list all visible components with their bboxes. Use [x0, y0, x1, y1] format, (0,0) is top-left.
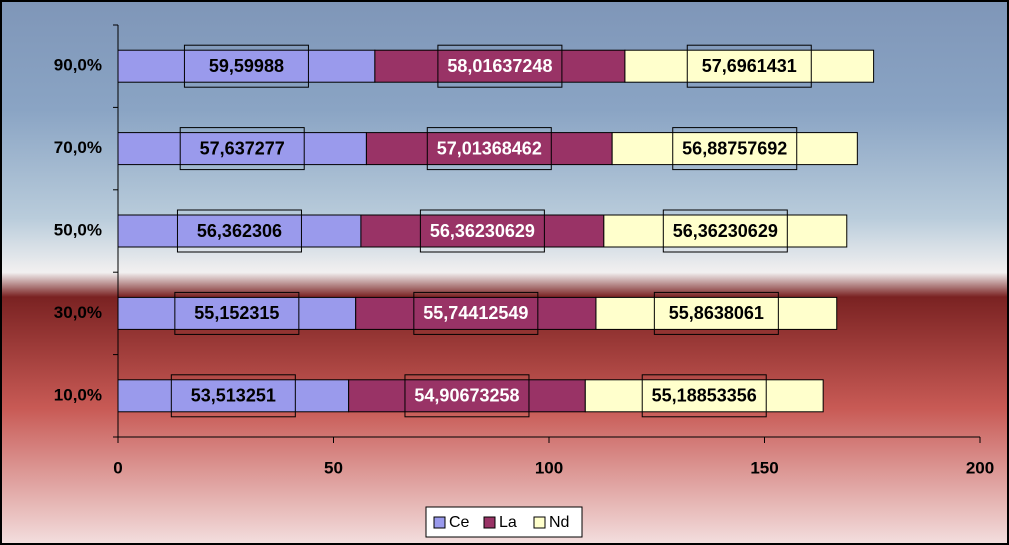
bar-segment [611, 132, 858, 166]
data-label-box [183, 44, 309, 88]
y-tick-label: 10,0% [54, 385, 102, 404]
bar-segment [355, 296, 597, 330]
bar-segment [348, 379, 586, 413]
data-label: 55,18853356 [652, 386, 757, 406]
data-label: 55,8638061 [669, 303, 764, 323]
x-tick-label: 100 [535, 458, 563, 477]
x-tick-label: 50 [324, 458, 343, 477]
data-label: 57,637277 [200, 138, 285, 158]
data-label-box [686, 44, 812, 88]
legend-label: La [499, 514, 517, 531]
x-tick-label: 0 [113, 458, 122, 477]
data-label: 56,36230629 [673, 221, 778, 241]
data-label-box [653, 291, 779, 335]
legend-box [425, 506, 583, 538]
data-label: 57,01368462 [437, 138, 542, 158]
data-label-box [404, 374, 530, 418]
data-label: 58,01637248 [447, 56, 552, 76]
bar-segment [624, 49, 875, 83]
data-label-box [437, 44, 563, 88]
bar-segment [117, 214, 362, 248]
legend-swatch [433, 516, 446, 529]
y-tick-label: 70,0% [54, 138, 102, 157]
data-label: 55,74412549 [423, 303, 528, 323]
data-label-box [426, 127, 552, 171]
data-label: 57,6961431 [702, 56, 797, 76]
bar-segment [603, 214, 848, 248]
bar-segment [374, 49, 626, 83]
legend-swatch [483, 516, 496, 529]
bar-segment [584, 379, 824, 413]
bar-segment [365, 132, 613, 166]
data-label: 55,152315 [194, 303, 279, 323]
data-label: 53,513251 [191, 386, 276, 406]
data-label-box [413, 291, 539, 335]
data-label-box [672, 127, 798, 171]
legend-swatch [533, 516, 546, 529]
legend-label: Nd [549, 514, 569, 531]
y-tick-label: 90,0% [54, 56, 102, 75]
data-label: 56,362306 [197, 221, 282, 241]
y-tick-label: 50,0% [54, 220, 102, 239]
bar-segment [595, 296, 838, 330]
x-tick-label: 200 [966, 458, 994, 477]
y-tick-label: 30,0% [54, 303, 102, 322]
x-tick-label: 150 [750, 458, 778, 477]
data-label: 54,90673258 [414, 386, 519, 406]
data-label-box [170, 374, 296, 418]
legend-label: Ce [449, 514, 470, 531]
data-label: 59,59988 [209, 56, 284, 76]
data-label-box [419, 209, 545, 253]
data-label-box [174, 291, 300, 335]
bar-segment [117, 296, 357, 330]
bar-segment [117, 49, 376, 83]
data-label-box [179, 127, 305, 171]
data-label: 56,88757692 [682, 138, 787, 158]
data-label-box [176, 209, 302, 253]
data-label-box [641, 374, 767, 418]
data-label: 56,36230629 [430, 221, 535, 241]
bar-segment [360, 214, 605, 248]
data-label-box [662, 209, 788, 253]
